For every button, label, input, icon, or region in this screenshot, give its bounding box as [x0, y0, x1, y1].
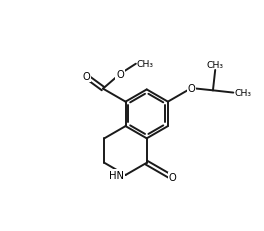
Text: O: O — [82, 72, 90, 82]
Text: CH₃: CH₃ — [137, 60, 154, 69]
Text: O: O — [116, 70, 124, 79]
Text: HN: HN — [109, 170, 124, 180]
Text: CH₃: CH₃ — [234, 89, 251, 98]
Text: O: O — [187, 84, 195, 94]
Text: CH₃: CH₃ — [207, 61, 224, 70]
Text: O: O — [168, 173, 176, 183]
